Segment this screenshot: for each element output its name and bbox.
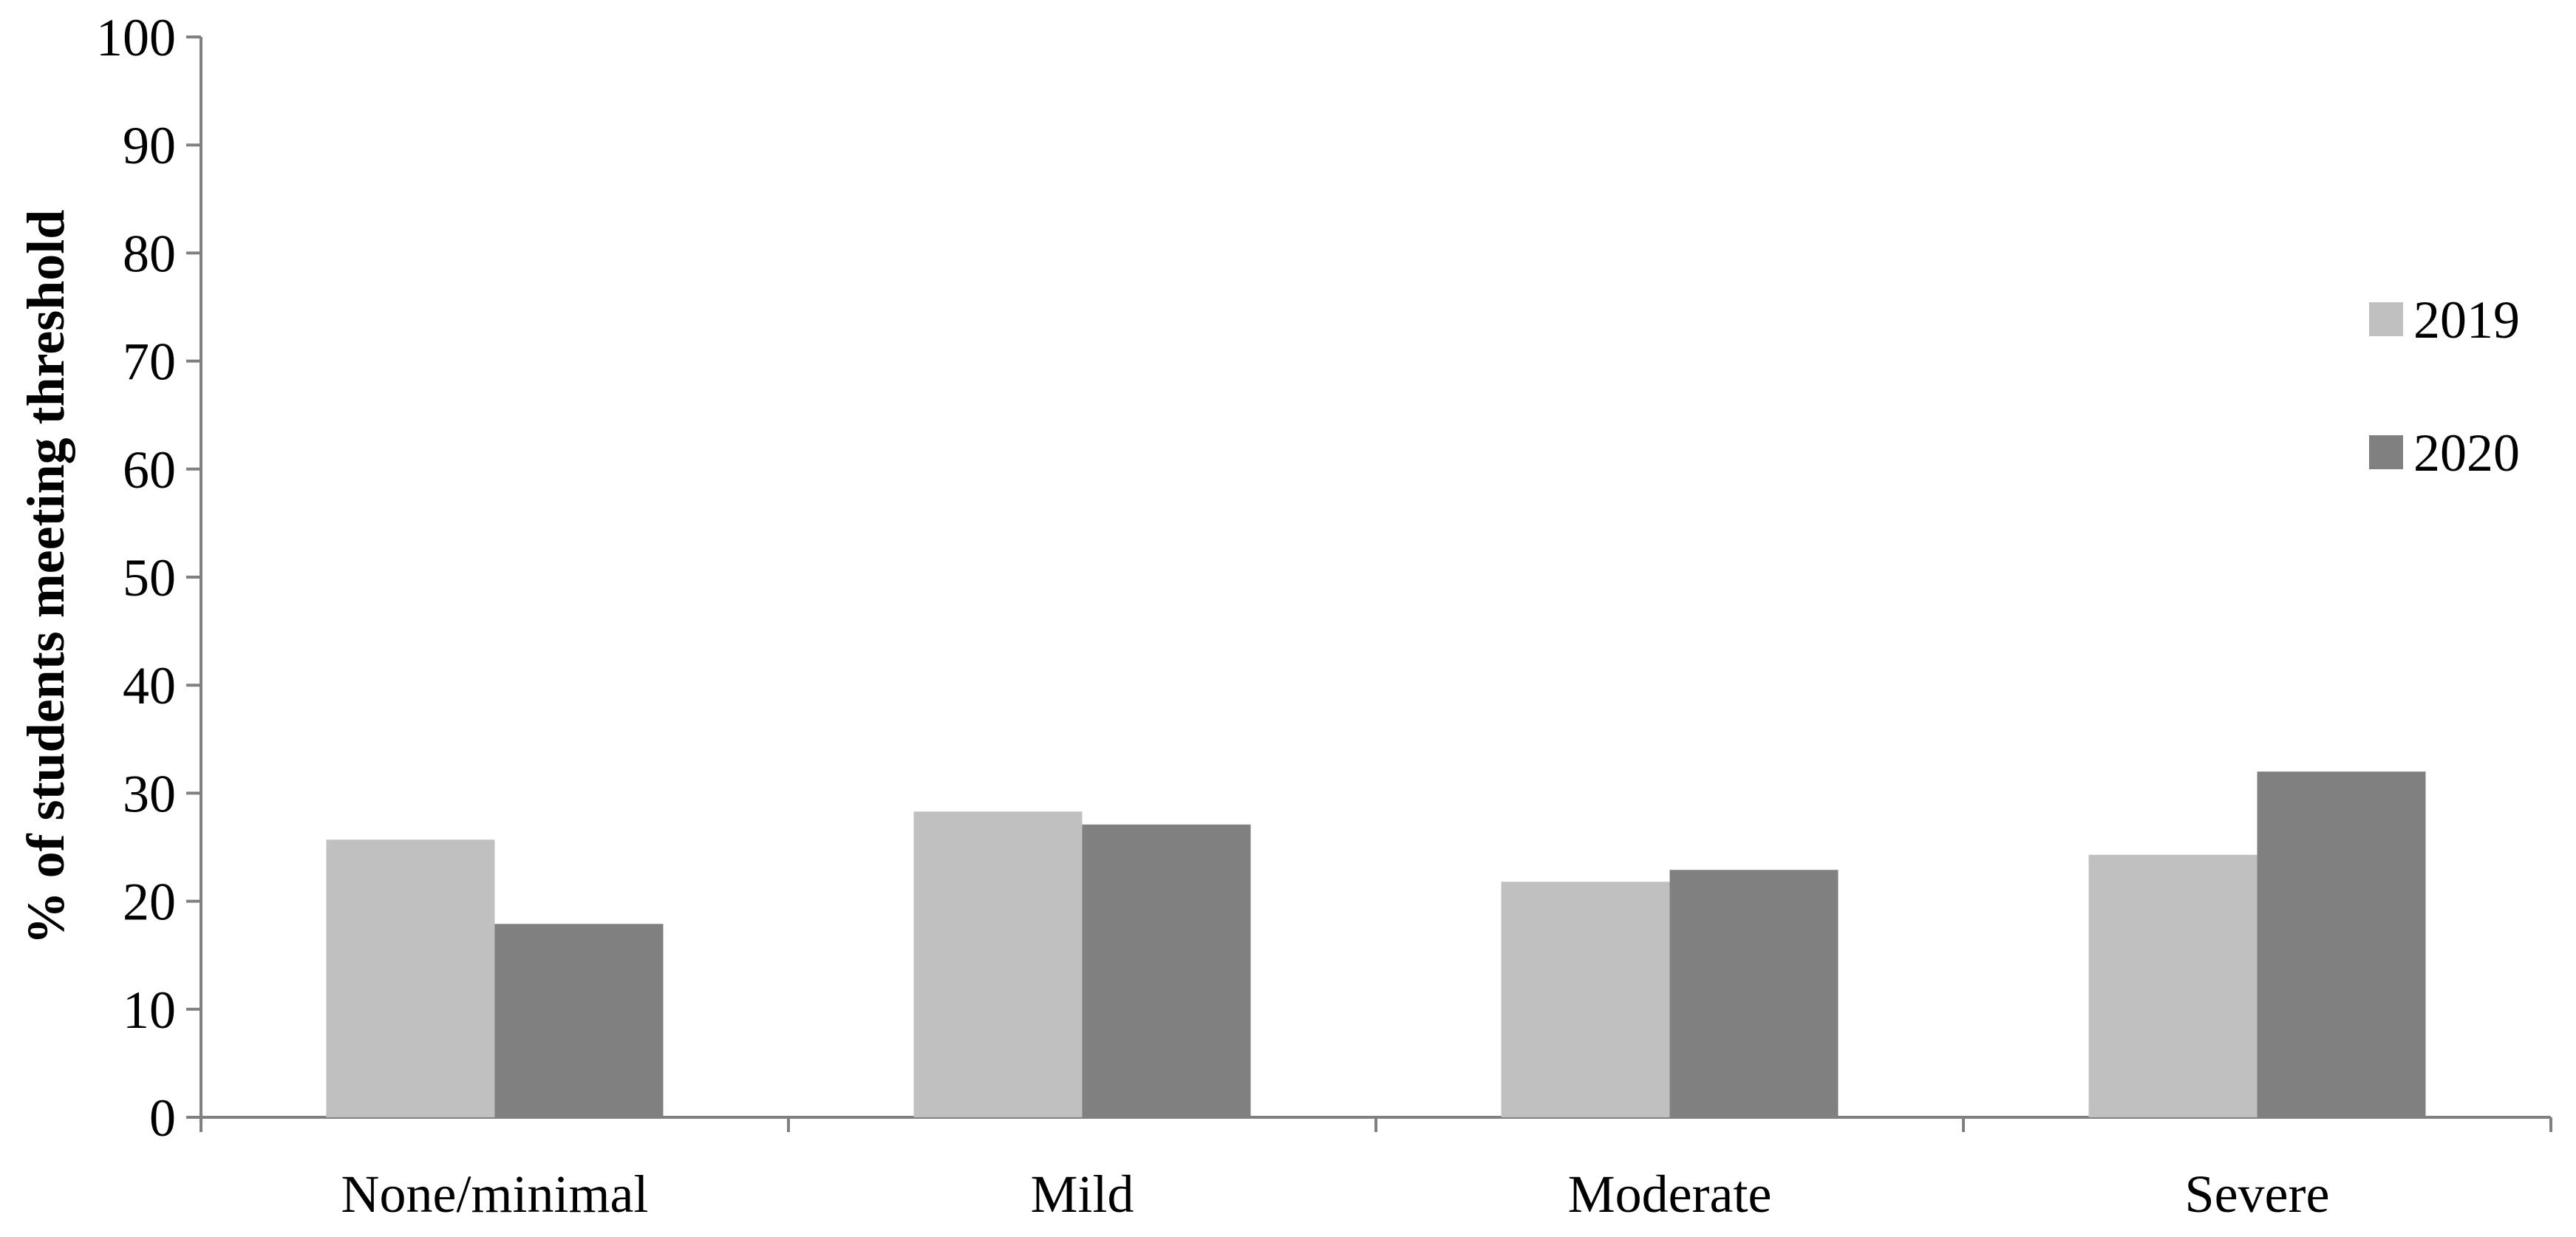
legend-swatch-2020 (2369, 435, 2403, 469)
y-axis: 0 10 20 30 40 50 60 70 80 90 100 (96, 8, 202, 1148)
y-tick-label: 0 (149, 1088, 176, 1148)
bar-2020-2 (1669, 870, 1839, 1117)
bar-2020-1 (1082, 824, 1251, 1117)
legend-label-2020: 2020 (2413, 423, 2520, 483)
x-category-label: None/minimal (341, 1165, 649, 1224)
y-tick-label: 30 (123, 764, 176, 823)
bars (326, 771, 2426, 1117)
bar-2019-0 (326, 839, 495, 1117)
y-tick-label: 20 (123, 873, 176, 932)
x-axis: None/minimal Mild Moderate Severe (200, 1116, 2552, 1224)
bar-2019-3 (2088, 854, 2258, 1117)
legend-label-2019: 2019 (2413, 290, 2520, 350)
legend: 2019 2020 (2369, 290, 2520, 483)
legend-swatch-2019 (2369, 302, 2403, 336)
bar-2020-3 (2257, 771, 2426, 1117)
x-category-label: Moderate (1568, 1165, 1772, 1224)
bar-2019-2 (1501, 882, 1670, 1117)
y-tick-label: 100 (96, 8, 176, 67)
x-category-label: Mild (1030, 1165, 1134, 1224)
y-tick-label: 90 (123, 116, 176, 175)
y-tick-label: 80 (123, 224, 176, 283)
bar-2020-0 (494, 924, 664, 1117)
y-axis-title: % of students meeting threshold (16, 210, 75, 945)
x-category-label: Severe (2185, 1165, 2330, 1224)
y-tick-label: 10 (123, 981, 176, 1040)
y-tick-label: 60 (123, 440, 176, 500)
y-tick-label: 70 (123, 333, 176, 392)
y-tick-label: 50 (123, 548, 176, 607)
bar-2019-1 (913, 811, 1083, 1117)
y-tick-label: 40 (123, 656, 176, 715)
